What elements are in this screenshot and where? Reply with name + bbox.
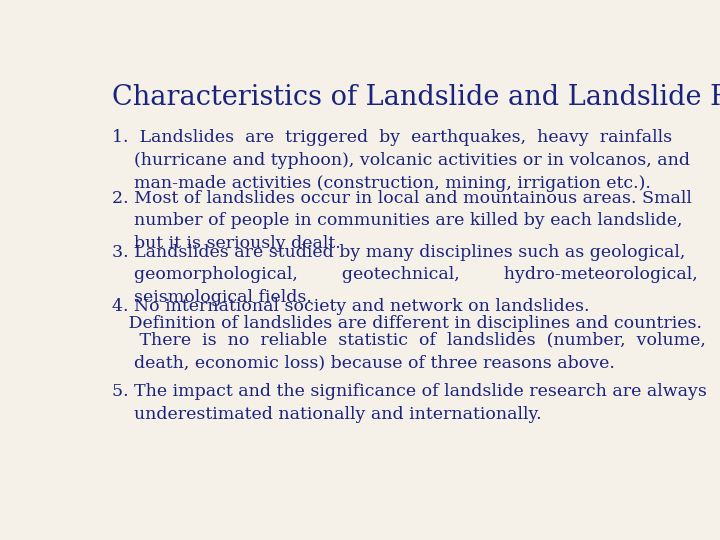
Text: Characteristics of Landslide and Landslide Research: Characteristics of Landslide and Landsli… xyxy=(112,84,720,111)
Text: 1.  Landslides  are  triggered  by  earthquakes,  heavy  rainfalls
    (hurrican: 1. Landslides are triggered by earthquak… xyxy=(112,129,690,192)
Text: 3. Landslides are studied by many disciplines such as geological,
    geomorphol: 3. Landslides are studied by many discip… xyxy=(112,244,698,306)
Text: 4. No international society and network on landslides.: 4. No international society and network … xyxy=(112,298,590,315)
Text: 2. Most of landslides occur in local and mountainous areas. Small
    number of : 2. Most of landslides occur in local and… xyxy=(112,190,692,252)
Text: 5. The impact and the significance of landslide research are always
    underest: 5. The impact and the significance of la… xyxy=(112,383,707,423)
Text: Definition of landslides are different in disciplines and countries.: Definition of landslides are different i… xyxy=(112,315,702,332)
Text: There  is  no  reliable  statistic  of  landslides  (number,  volume,
    death,: There is no reliable statistic of landsl… xyxy=(112,332,706,372)
